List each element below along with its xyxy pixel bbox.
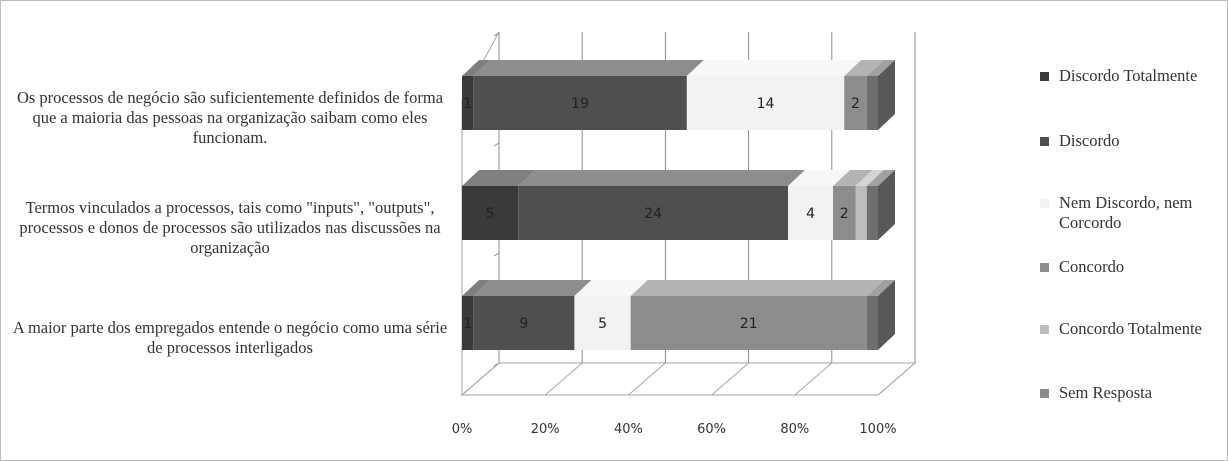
data-label: 21 [740, 316, 758, 332]
x-tick-label: 80% [780, 422, 809, 437]
x-tick-label: 100% [859, 422, 896, 437]
bar-segment-top [462, 170, 536, 186]
legend-label: Concordo [1059, 257, 1125, 276]
legend-label: Discordo [1059, 131, 1120, 150]
floor [460, 362, 917, 396]
floor-gridline [544, 362, 583, 396]
legend-label: Sem Resposta [1059, 383, 1153, 402]
data-label: 1 [463, 96, 472, 112]
bar-segment-top [788, 170, 851, 186]
data-label: 4 [806, 206, 815, 222]
bar-segment [844, 76, 867, 130]
bar-segment [866, 76, 878, 130]
bar-segment [788, 186, 834, 240]
bar-segment [462, 186, 519, 240]
legend-swatch [1040, 389, 1049, 398]
bar-segment [686, 76, 845, 130]
data-label: 5 [598, 316, 607, 332]
bar-segment [574, 296, 631, 350]
floor-gridline [794, 362, 833, 396]
data-label: 24 [644, 206, 662, 222]
x-tick-label: 20% [531, 422, 560, 437]
category-label-3: A maior parte dos empregados entende o n… [12, 318, 448, 357]
floor-gridline [461, 362, 500, 396]
bar-segment [473, 76, 687, 130]
data-label: 14 [757, 96, 775, 112]
bar-segment-top [630, 280, 884, 296]
bar-segment [630, 296, 867, 350]
legend-swatch [1040, 199, 1049, 208]
floor-gridline [628, 362, 666, 396]
bar-segment-top [855, 170, 884, 186]
bar-segment [462, 296, 474, 350]
legend-label: Discordo Totalmente [1059, 66, 1198, 85]
x-tick-label: 0% [452, 422, 473, 437]
category-tick [493, 32, 500, 37]
data-label: 2 [851, 96, 860, 112]
bar-segment-top [518, 170, 806, 186]
data-label: 9 [519, 316, 528, 332]
category-tick [493, 252, 500, 257]
legend-label: Concordo Totalmente [1059, 319, 1202, 338]
bar-segment [855, 186, 867, 240]
legend-swatch [1040, 325, 1049, 334]
bar-segment-top [866, 60, 895, 76]
bar-segment-side [878, 60, 895, 130]
legend-swatch [1040, 263, 1049, 272]
category-label-1: Os processos de negócio são suficienteme… [16, 88, 444, 147]
bar-segment-top [686, 60, 862, 76]
bar-segment [866, 186, 878, 240]
bar-segment-side [878, 170, 895, 240]
bar-segment-top [462, 280, 491, 296]
legend-swatch [1040, 72, 1049, 81]
data-label: 2 [840, 206, 849, 222]
bar-segment-top [866, 280, 895, 296]
data-label: 1 [463, 316, 472, 332]
floor-gridline [711, 362, 749, 396]
bar-segment-top [473, 60, 704, 76]
bar-segment-side [878, 280, 895, 350]
x-tick-label: 40% [614, 422, 643, 437]
bar-segment [473, 296, 575, 350]
x-tick-label: 60% [697, 422, 726, 437]
category-label-2: Termos vinculados a processos, tais como… [19, 198, 441, 257]
category-tick [493, 142, 500, 147]
bar-segment [462, 76, 474, 130]
bar-segment [518, 186, 789, 240]
bar-segment-top [866, 170, 895, 186]
legend-label: Nem Discordo, nem Corcordo [1059, 193, 1193, 232]
bar-segment-top [473, 280, 592, 296]
category-tick [493, 362, 500, 367]
bar-segment [866, 296, 878, 350]
floor-gridline [877, 362, 916, 396]
bar-segment-top [462, 60, 491, 76]
legend-swatch [1040, 137, 1049, 146]
data-label: 5 [486, 206, 495, 222]
bar-segment-top [833, 170, 873, 186]
bar-segment-top [574, 280, 648, 296]
data-label: 19 [571, 96, 589, 112]
bar-segment-top [844, 60, 884, 76]
bar-segment [833, 186, 856, 240]
